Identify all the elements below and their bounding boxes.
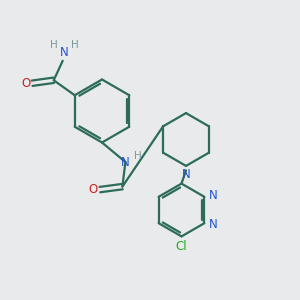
Text: O: O <box>89 183 98 196</box>
Text: N: N <box>208 218 217 231</box>
Text: H: H <box>71 40 79 50</box>
Text: N: N <box>60 46 69 59</box>
Text: O: O <box>21 77 30 90</box>
Text: N: N <box>208 189 217 202</box>
Text: H: H <box>134 151 142 161</box>
Text: N: N <box>182 168 190 181</box>
Text: N: N <box>121 156 130 169</box>
Text: Cl: Cl <box>176 240 187 254</box>
Text: H: H <box>50 40 58 50</box>
